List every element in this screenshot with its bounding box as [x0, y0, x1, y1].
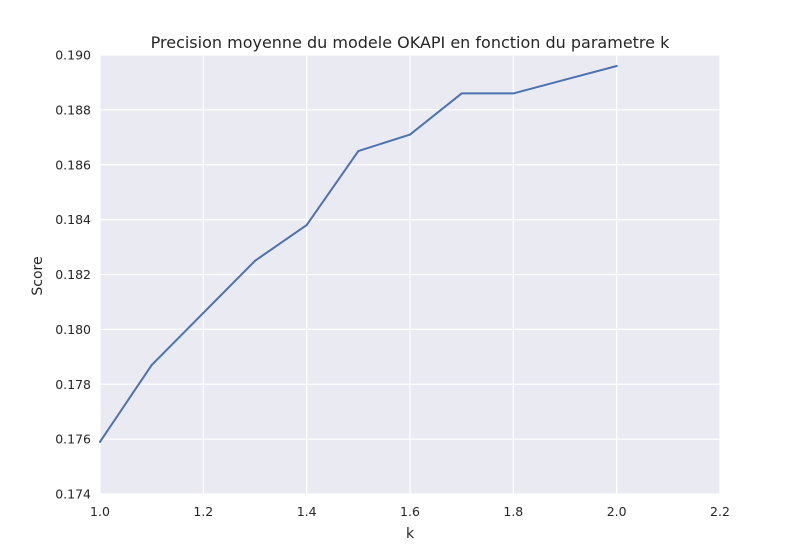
y-tick-label: 0.182	[55, 267, 91, 282]
y-tick-label: 0.184	[55, 212, 91, 227]
data-point	[460, 92, 463, 95]
y-tick-label: 0.180	[55, 322, 91, 337]
y-tick-label: 0.188	[55, 102, 91, 117]
chart-title: Precision moyenne du modele OKAPI en fon…	[151, 33, 670, 52]
x-tick-label: 1.4	[297, 504, 317, 519]
y-tick-label: 0.190	[55, 48, 91, 63]
data-point	[615, 64, 618, 67]
y-tick-label: 0.176	[55, 432, 91, 447]
data-point	[512, 92, 515, 95]
x-tick-label: 1.8	[503, 504, 523, 519]
x-axis-label: k	[406, 526, 415, 542]
x-tick-label: 1.6	[400, 504, 420, 519]
x-axis-ticks: 1.0 1.2 1.4 1.6 1.8 2.0 2.2	[90, 504, 730, 519]
data-point	[409, 133, 411, 136]
x-tick-label: 2.0	[607, 504, 627, 519]
y-axis-ticks: 0.174 0.176 0.178 0.180 0.182 0.184 0.186 0.188…	[55, 48, 91, 502]
y-tick-label: 0.174	[55, 487, 91, 502]
grid	[99, 54, 721, 495]
x-tick-label: 1.2	[193, 504, 213, 519]
data-point	[357, 150, 360, 153]
data-point	[99, 440, 101, 443]
x-tick-label: 2.2	[710, 504, 730, 519]
data-point	[150, 364, 153, 367]
data-point	[564, 78, 566, 81]
y-tick-label: 0.178	[55, 377, 91, 392]
data-point	[254, 259, 256, 262]
y-tick-label: 0.186	[55, 157, 91, 172]
data-point	[202, 311, 205, 314]
x-tick-label: 1.0	[90, 504, 110, 519]
y-axis-label: Score	[30, 256, 46, 295]
data-point	[305, 224, 308, 227]
series-layer	[99, 64, 618, 443]
